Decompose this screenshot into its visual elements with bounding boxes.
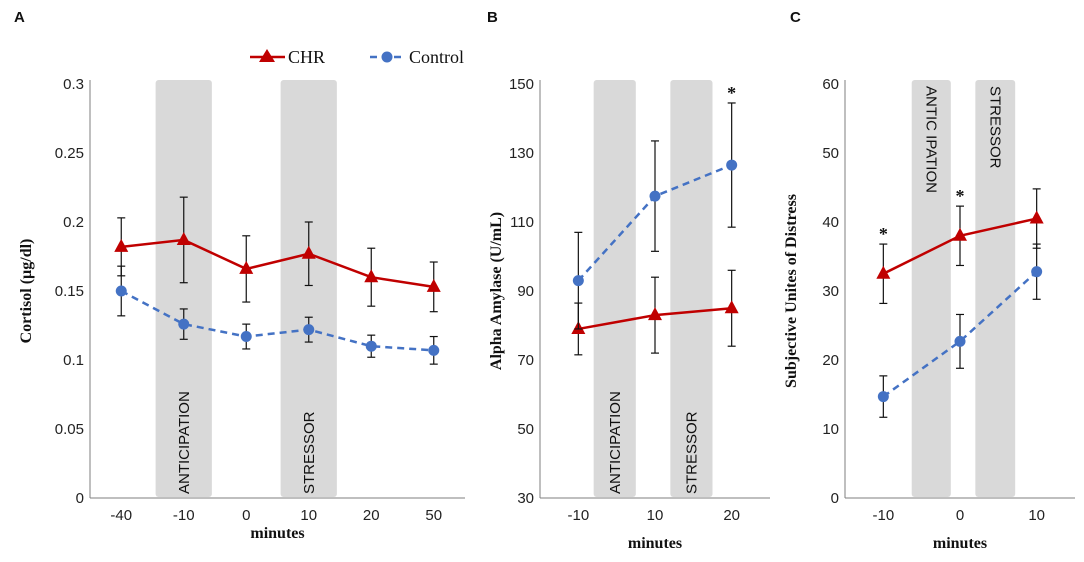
- y-tick-label: 0.05: [55, 421, 84, 438]
- y-tick-label: 0.3: [63, 76, 84, 93]
- significance-star: *: [879, 224, 888, 244]
- band-0: [155, 80, 212, 497]
- y-tick-label: 150: [509, 76, 534, 93]
- y-axis-title: Cortisol (µg/dl): [18, 239, 35, 344]
- significance-star: *: [727, 83, 736, 103]
- data-point: [178, 318, 190, 330]
- data-point: [114, 238, 129, 252]
- band-label: STRESSOR: [986, 86, 1003, 169]
- x-tick-label: -10: [872, 507, 894, 524]
- y-tick-label: 0: [831, 490, 839, 507]
- data-point: [876, 265, 891, 279]
- x-tick-label: -10: [173, 507, 195, 524]
- y-tick-label: 30: [517, 490, 534, 507]
- data-point: [877, 391, 889, 403]
- x-tick-label: 0: [242, 507, 250, 524]
- y-tick-label: 10: [822, 421, 839, 438]
- y-tick-label: 0.15: [55, 283, 84, 300]
- panel-c: C ANTIC IPATION STRESSOR 0 10 20 30 40 50 60 -10 0 1…: [783, 9, 1075, 552]
- series-control: [877, 243, 1043, 418]
- x-tick-label: 50: [425, 507, 442, 524]
- data-point: [726, 159, 738, 171]
- data-point: [572, 275, 584, 287]
- band-label: ANTICIPATION: [607, 391, 624, 494]
- x-tick-label: 20: [723, 507, 740, 524]
- data-point: [1031, 266, 1043, 278]
- y-tick-label: 0.1: [63, 352, 84, 369]
- y-tick-label: 40: [822, 214, 839, 231]
- band-label: ANTICIPATION: [176, 391, 193, 494]
- y-axis-title: Subjective Unites of Distress: [783, 194, 800, 388]
- x-tick-label: 10: [1028, 507, 1045, 524]
- x-tick-label: 0: [956, 507, 964, 524]
- panel-letter: A: [14, 9, 25, 26]
- x-tick-label: 20: [363, 507, 380, 524]
- band-label: ANTIC IPATION: [922, 86, 939, 193]
- data-point: [365, 340, 377, 352]
- x-tick-label: 10: [647, 507, 664, 524]
- x-tick-label: -10: [567, 507, 589, 524]
- legend-control-marker: [370, 51, 405, 63]
- data-point: [301, 245, 316, 259]
- significance-star: *: [956, 186, 965, 206]
- y-tick-label: 0.2: [63, 214, 84, 231]
- data-point: [954, 335, 966, 347]
- y-tick-label: 20: [822, 352, 839, 369]
- data-point: [303, 324, 315, 336]
- y-tick-label: 50: [517, 421, 534, 438]
- y-tick-label: 90: [517, 283, 534, 300]
- panel-a: A ANTICIPATION STRESSOR 0 0.05 0.1 0.15 0.2 0.25…: [14, 9, 465, 542]
- data-point: [1029, 210, 1044, 224]
- band-1: [975, 80, 1016, 497]
- legend-chr-label: CHR: [288, 47, 325, 67]
- x-tick-label: -40: [110, 507, 132, 524]
- y-tick-label: 30: [822, 283, 839, 300]
- x-tick-label: 10: [300, 507, 317, 524]
- y-tick-label: 110: [510, 214, 534, 231]
- data-point: [426, 278, 441, 292]
- band-label: STRESSOR: [301, 411, 318, 494]
- series-chr: [114, 196, 441, 313]
- band-0: [593, 80, 636, 497]
- y-axis-title: Alpha Amylase (U/mL): [488, 212, 505, 370]
- x-axis-title: minutes: [250, 525, 304, 542]
- series-control: [572, 102, 738, 330]
- series-chr: [876, 188, 1044, 305]
- band-1: [670, 80, 713, 497]
- y-tick-label: 0.25: [55, 145, 84, 162]
- panel-b: B ANTICIPATION STRESSOR 30 50 70 90 110 130 150 -1…: [487, 9, 770, 552]
- data-point: [239, 260, 254, 274]
- data-point: [364, 269, 379, 283]
- data-point: [115, 285, 127, 297]
- data-point: [649, 190, 661, 202]
- y-tick-label: 0: [76, 490, 84, 507]
- data-point: [953, 227, 967, 241]
- data-point: [428, 344, 440, 356]
- series-line: [121, 238, 434, 289]
- y-tick-label: 50: [822, 145, 839, 162]
- data-point: [240, 331, 252, 343]
- series-control: [115, 265, 440, 365]
- x-axis-title: minutes: [933, 535, 987, 552]
- legend-chr-marker: [250, 49, 285, 62]
- x-axis-title: minutes: [628, 535, 682, 552]
- legend: CHR Control: [250, 47, 464, 67]
- band-1: [280, 80, 337, 497]
- y-tick-label: 70: [517, 352, 534, 369]
- data-point: [648, 307, 662, 321]
- panel-letter: B: [487, 9, 498, 26]
- data-point: [724, 300, 739, 314]
- band-0: [911, 80, 951, 497]
- y-tick-label: 60: [822, 76, 839, 93]
- y-tick-label: 130: [509, 145, 534, 162]
- data-point: [176, 231, 191, 245]
- legend-control-label: Control: [409, 47, 464, 67]
- panel-letter: C: [790, 9, 801, 26]
- band-label: STRESSOR: [683, 411, 700, 494]
